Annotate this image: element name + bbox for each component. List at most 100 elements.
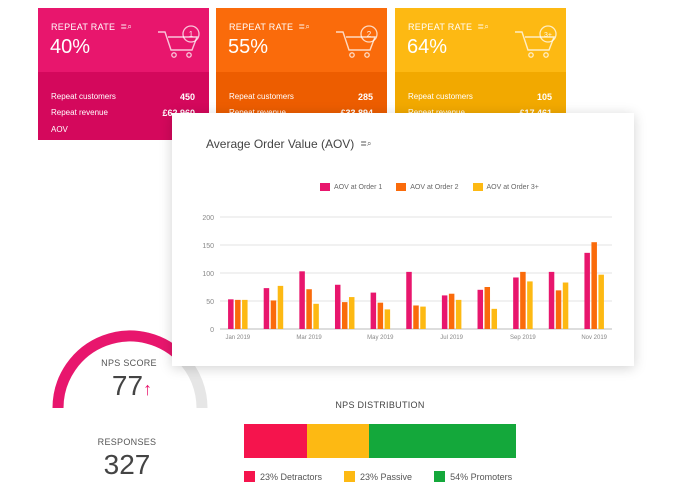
card-header: REPEAT RATE ≣⌕ 55% 2 [216,8,387,72]
chart-bar [406,271,412,329]
legend-label: 54% Promoters [450,471,513,482]
chart-bar [562,282,569,329]
aov-panel-title-text: Average Order Value (AOV) [206,137,355,151]
legend-swatch [472,183,483,191]
cart-order-badge: 2 [367,30,372,39]
chart-bar [420,306,426,329]
cart-order-badge: 1 [189,30,194,39]
chart-bar [448,293,455,329]
repeat-customers-row: Repeat customers 105 [408,92,552,102]
card-title-text: REPEAT RATE [229,22,294,32]
chart-bar [348,297,355,329]
y-tick-label: 150 [202,243,214,250]
row-label: Repeat customers [229,92,294,101]
x-tick-label: Mar 2019 [296,335,322,341]
x-tick-label: Jul 2019 [440,335,463,341]
chart-bar [520,271,526,329]
chart-bar [306,289,312,329]
chart-search-icon[interactable]: ≣⌕ [360,139,372,148]
nps-score-value: 77 [111,370,144,401]
chart-bar [491,308,498,329]
chart-bar [598,274,604,329]
legend-swatch [320,183,330,191]
chart-bar [228,299,234,329]
aov-label: AOV [51,125,68,134]
row-value: 450 [179,92,195,102]
chart-bar [477,289,484,329]
chart-bar [270,300,277,329]
legend-item-promoters: 54% Promoters [434,471,512,482]
y-tick-label: 50 [206,299,214,306]
card-title: REPEAT RATE ≣⌕ [408,22,489,32]
legend-item-passive: 23% Passive [344,471,412,482]
chart-bar [455,299,462,329]
chart-bar [513,277,519,329]
shopping-cart-icon: 3+ [515,25,557,58]
chart-bar [242,299,248,329]
row-label: Repeat customers [408,92,473,101]
nps-distribution-legend: 23% Detractors 23% Passive 54% Promoters [244,471,512,482]
row-label: Repeat revenue [408,108,465,118]
promoters-segment[interactable] [369,424,516,458]
chart-bar [299,271,305,329]
legend-item-detractors: 23% Detractors [244,471,322,482]
nps-distribution-bar [244,424,516,458]
chart-bar [377,302,384,329]
legend-item-order-3-plus[interactable]: AOV at Order 3+ [472,183,539,191]
nps-score: 77↑ [100,370,164,402]
chart-search-icon[interactable]: ≣⌕ [120,22,133,31]
card-title-text: REPEAT RATE [408,22,473,32]
repeat-rate-value: 64% [407,36,448,58]
repeat-customers-row: Repeat customers 450 [51,92,195,102]
legend-item-order-1[interactable]: AOV at Order 1 [320,183,382,191]
legend-label: AOV at Order 3+ [486,183,539,191]
chart-bar [370,292,377,329]
aov-panel-title: Average Order Value (AOV) ≣⌕ [206,137,371,151]
chart-bar [341,302,348,329]
chart-bar [384,309,391,329]
card-title-text: REPEAT RATE [51,22,116,32]
legend-item-order-2[interactable]: AOV at Order 2 [396,183,459,191]
y-tick-label: 0 [210,327,214,334]
chart-bar [413,305,419,329]
legend-label: AOV at Order 2 [410,183,459,191]
legend-swatch [244,471,255,482]
row-label: Repeat revenue [51,108,108,117]
chart-bar [263,288,270,329]
legend-swatch [344,471,356,482]
responses-label: RESPONSES [97,437,157,447]
nps-distribution-title: NPS DISTRIBUTION [335,400,425,410]
chart-bar [548,271,555,329]
chart-bar [484,287,491,329]
card-header: REPEAT RATE ≣⌕ 40% 1 [38,8,209,72]
legend-label: AOV at Order 1 [334,183,383,191]
card-header: REPEAT RATE ≣⌕ 64% 3+ [395,8,566,72]
card-title: REPEAT RATE ≣⌕ [229,22,310,32]
legend-label: 23% Detractors [260,471,323,482]
x-tick-label: May 2019 [367,335,394,341]
chart-search-icon[interactable]: ≣⌕ [477,22,490,31]
aov-chart-panel: Average Order Value (AOV) ≣⌕ AOV at Orde… [172,113,634,366]
legend-swatch [396,183,407,191]
row-label: Repeat customers [51,92,116,101]
chart-bar [334,284,341,329]
arrow-up-icon: ↑ [143,379,153,399]
passive-segment[interactable] [306,424,370,458]
detractors-segment[interactable] [244,424,307,458]
nps-score-label: NPS SCORE [101,358,157,368]
row-value: 105 [536,92,552,102]
repeat-rate-value: 40% [50,36,91,58]
chart-bar [527,281,533,329]
chart-bar [591,242,597,329]
card-title: REPEAT RATE ≣⌕ [51,22,132,32]
chart-bar [235,299,241,329]
aov-bar-chart: 0 50 100 150 200 Jan 2019 Mar 2019 May 2019 Jul … [202,215,612,341]
nps-gauge [52,330,208,409]
x-tick-label: Nov 2019 [581,335,607,341]
row-label: Repeat revenue [229,108,286,118]
shopping-cart-icon: 1 [158,25,200,58]
legend-label: 23% Passive [360,471,413,482]
x-tick-label: Sep 2019 [510,335,536,341]
chart-search-icon[interactable]: ≣⌕ [298,22,311,31]
chart-bar [313,303,319,329]
